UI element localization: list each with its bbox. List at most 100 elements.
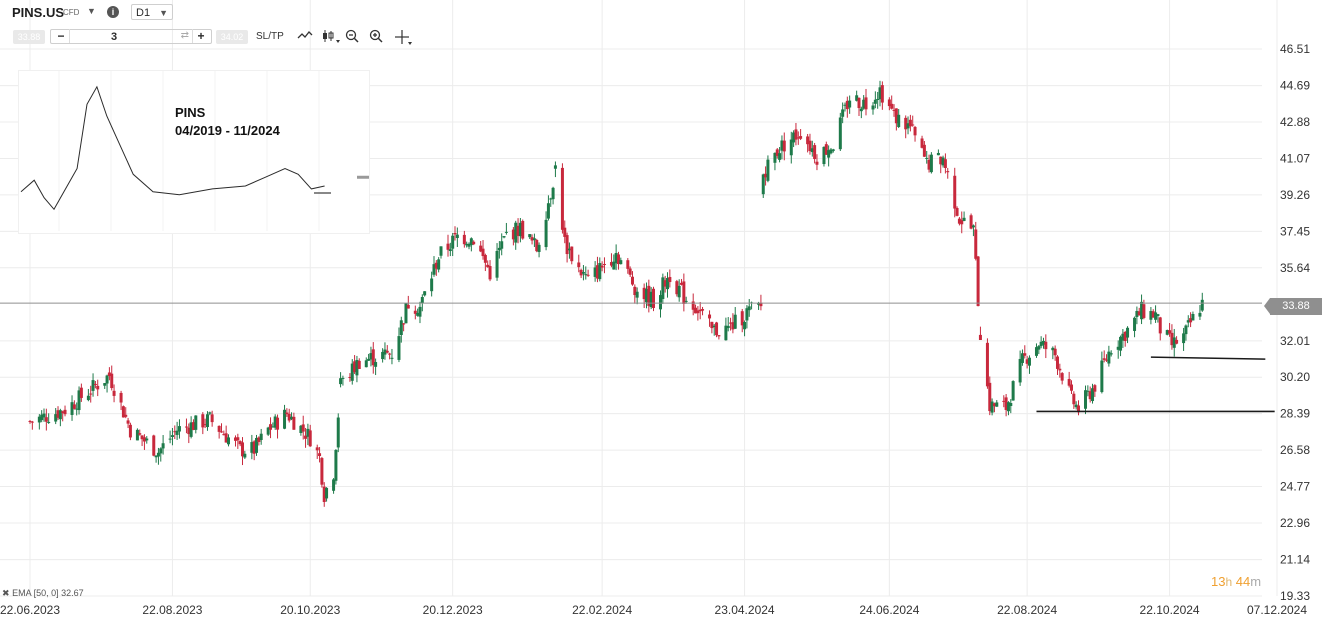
candle-body xyxy=(890,103,894,109)
candle-body xyxy=(390,357,394,359)
candle-body xyxy=(210,414,214,423)
y-tick-label: 24.77 xyxy=(1280,480,1310,494)
candle-body xyxy=(502,236,506,238)
candle-body xyxy=(904,117,908,130)
candle-body xyxy=(107,372,111,377)
candle-body xyxy=(283,409,287,429)
candle-body xyxy=(780,140,784,151)
candle-body xyxy=(348,376,352,378)
candle-body xyxy=(168,438,172,440)
candle-body xyxy=(243,453,247,458)
current-price-tag: 33.88 xyxy=(1264,298,1322,315)
y-tick-label: 44.69 xyxy=(1280,79,1310,93)
candle-body xyxy=(792,132,796,143)
candle-body xyxy=(304,435,308,439)
candle-body xyxy=(28,421,32,423)
candle-body xyxy=(789,139,793,156)
candle-body xyxy=(423,291,427,296)
sltp-button[interactable]: SL/TP xyxy=(256,31,284,42)
candle-body xyxy=(1200,299,1204,311)
candle-body xyxy=(191,422,195,430)
timeframe-select[interactable]: D1 ▼ xyxy=(131,4,173,20)
candle-body xyxy=(30,421,34,423)
candle-body xyxy=(383,349,387,355)
candle-body xyxy=(598,263,602,280)
zoom-in-icon[interactable] xyxy=(369,29,385,47)
y-axis: 46.51 44.69 42.88 41.07 39.26 37.45 35.64 32.01… xyxy=(1280,42,1310,603)
minus-icon[interactable]: − xyxy=(53,29,70,43)
candle-body xyxy=(717,335,721,337)
candle-body xyxy=(399,320,403,336)
support-line[interactable] xyxy=(1150,356,1266,360)
candle-body xyxy=(1168,330,1172,334)
candle-body xyxy=(465,243,469,246)
quantity-value[interactable]: 3 xyxy=(111,31,118,43)
swap-icon[interactable]: ⇄ xyxy=(180,30,189,41)
candle-body xyxy=(946,171,950,173)
candle-body xyxy=(364,360,368,368)
candle-body xyxy=(255,437,259,453)
bid-price[interactable]: 33.88 xyxy=(13,30,45,44)
ask-price[interactable]: 34.02 xyxy=(216,30,248,44)
candle-body xyxy=(369,353,373,360)
candle-body xyxy=(1002,400,1006,402)
candle-body xyxy=(602,263,606,265)
candle-body xyxy=(1051,347,1055,351)
candle-body xyxy=(40,414,44,421)
candle-body xyxy=(609,262,613,266)
candle-body xyxy=(1060,373,1064,381)
indicator-legend[interactable]: ✖ EMA [50, 0] 32.67 xyxy=(2,588,84,599)
plus-icon[interactable]: + xyxy=(192,29,209,43)
candle-body xyxy=(320,458,324,485)
candle-body xyxy=(581,272,585,274)
candle-body xyxy=(1018,358,1022,383)
candle-body xyxy=(614,253,618,264)
support-lines[interactable] xyxy=(1036,356,1275,413)
candle-body xyxy=(532,238,536,241)
candle-body xyxy=(201,414,205,428)
candle-body xyxy=(1088,391,1092,400)
quantity-stepper[interactable]: − 3 ⇄ + xyxy=(50,29,212,44)
candle-body xyxy=(1037,346,1041,350)
candle-body xyxy=(250,442,254,453)
candle-body xyxy=(794,129,798,140)
candle-body xyxy=(124,414,128,417)
y-tick-label: 32.01 xyxy=(1280,334,1310,348)
candle-body xyxy=(318,453,322,457)
indicator-label: EMA [50, 0] 32.67 xyxy=(12,588,84,598)
info-icon[interactable]: i xyxy=(107,6,119,18)
candle-body xyxy=(1006,402,1010,412)
candle-body xyxy=(437,259,441,270)
candle-body xyxy=(652,288,655,308)
countdown-minutes: 44 xyxy=(1235,574,1251,589)
candle-body xyxy=(170,435,174,437)
candle-body xyxy=(1055,356,1059,369)
candle-body xyxy=(815,161,819,165)
symbol-label[interactable]: PINS.US xyxy=(12,5,65,20)
candle-body xyxy=(276,417,280,430)
candle-body xyxy=(1053,348,1057,356)
candle-body xyxy=(381,351,385,360)
candle-body xyxy=(1119,336,1123,351)
inset-title: PINS xyxy=(175,105,206,120)
candle-body xyxy=(472,241,476,245)
chevron-down-icon[interactable]: ▼ xyxy=(87,6,96,16)
candle-body xyxy=(105,375,109,384)
crosshair-icon[interactable] xyxy=(394,29,412,48)
candle-body xyxy=(495,250,499,278)
candlestick-icon[interactable] xyxy=(322,29,340,46)
candle-body xyxy=(397,336,401,360)
candle-body xyxy=(187,427,191,435)
candle-body xyxy=(630,276,634,285)
candle-body xyxy=(745,308,749,321)
candle-body xyxy=(432,264,436,275)
candle-body xyxy=(434,262,438,269)
candle-body xyxy=(628,268,632,275)
close-icon[interactable]: ✖ xyxy=(2,588,10,598)
candle-body xyxy=(862,99,866,109)
candle-body xyxy=(332,479,336,491)
line-chart-icon[interactable] xyxy=(297,29,313,44)
candle-body xyxy=(567,248,571,251)
zoom-out-icon[interactable] xyxy=(345,29,361,47)
candle-body xyxy=(1086,390,1090,392)
